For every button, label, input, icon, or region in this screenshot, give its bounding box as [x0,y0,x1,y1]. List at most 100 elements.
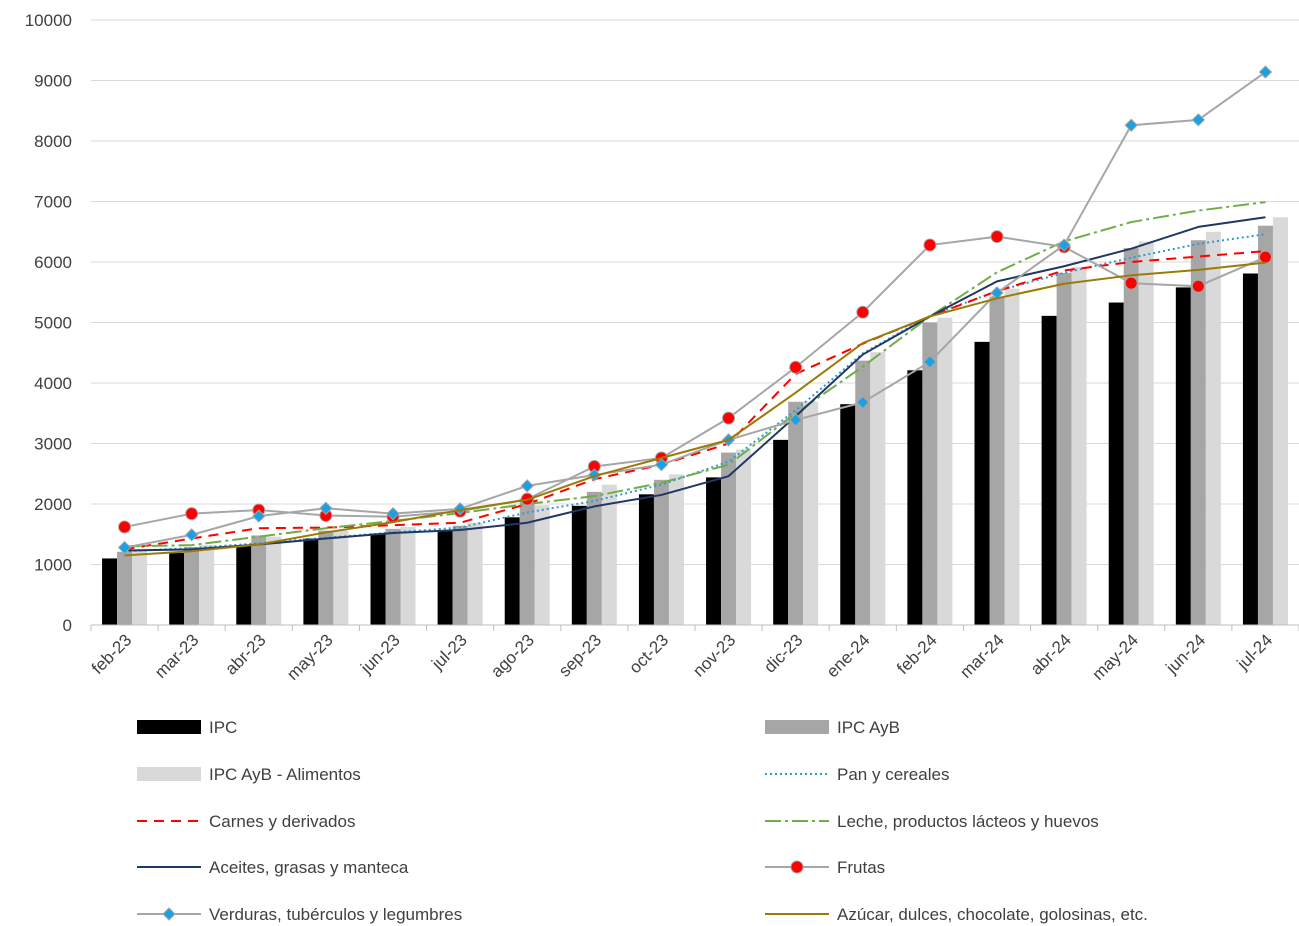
bar-1-3 [318,530,334,625]
x-tick-label: jun-24 [1162,630,1210,678]
x-tick-label: ago-23 [487,630,538,681]
x-tick-label: ene-24 [823,630,874,681]
marker-5-4 [386,506,400,521]
line-series-2 [124,201,1266,548]
bar-2-17 [1272,217,1288,626]
bar-2-11 [870,352,886,625]
bar-1-14 [1056,272,1072,625]
bar-0-3 [303,538,319,625]
legend-swatch [137,767,201,781]
legend-item: IPC [137,718,237,737]
legend-label: Frutas [837,858,885,877]
bar-0-8 [638,494,654,625]
marker-4-13 [990,230,1004,244]
legend-swatch [765,720,829,734]
y-tick-label: 0 [63,616,72,635]
marker-5-10 [788,413,803,427]
marker-5-1 [184,528,199,542]
marker-4-12 [923,238,937,252]
marker-legend [790,860,804,874]
lines-layer [117,65,1273,557]
line-series-6 [124,261,1266,557]
bar-1-5 [452,525,468,625]
legend-item: IPC AyB [765,718,900,737]
x-tick-label: sep-23 [555,630,605,680]
bar-1-4 [385,528,401,625]
x-tick-label: mar-23 [151,630,203,682]
bar-0-11 [840,404,856,625]
marker-4-1 [185,507,199,521]
bar-2-1 [199,545,215,625]
bar-1-9 [721,452,737,625]
x-tick-label: jul-24 [1233,630,1277,674]
x-tick-label: dic-23 [760,630,806,676]
bar-2-15 [1138,241,1154,625]
legend-label: Aceites, grasas y manteca [209,858,409,877]
legend-label: Leche, productos lácteos y huevos [837,812,1099,831]
bar-1-11 [855,360,871,625]
bar-0-4 [370,533,386,625]
y-tick-label: 2000 [34,495,72,514]
y-tick-label: 9000 [34,72,72,91]
x-tick-label: abr-24 [1027,630,1075,678]
x-tick-label: abr-23 [221,630,269,678]
legend-label: IPC [209,718,237,737]
bar-1-6 [519,498,535,625]
line-series-4 [124,235,1266,528]
marker-4-10 [789,360,803,374]
x-tick-label: may-23 [283,630,337,684]
bar-0-0 [102,558,118,625]
legend-label: Carnes y derivados [209,812,355,831]
bars-layer [102,217,1288,626]
y-tick-label: 5000 [34,314,72,333]
line-series-3 [124,216,1266,552]
y-tick-label: 6000 [34,253,72,272]
bar-2-10 [803,401,819,625]
line-series-5 [124,71,1267,549]
x-tick-label: nov-23 [689,630,739,680]
y-tick-label: 1000 [34,556,72,575]
bar-1-0 [117,551,133,625]
bar-0-5 [437,530,453,625]
bar-0-12 [907,370,923,625]
gridlines [91,19,1299,565]
bar-2-5 [467,522,483,625]
marker-5-12 [923,355,937,369]
marker-4-15 [1124,276,1138,290]
marker-5-3 [319,501,333,515]
x-tick-label: mar-24 [956,630,1008,682]
legend-item: IPC AyB - Alimentos [137,765,361,784]
y-tick-label: 3000 [34,435,72,454]
legend-item: Carnes y derivados [137,812,355,831]
marker-5-14 [1057,238,1071,252]
legend: IPC IPC AyB IPC AyB - Alimentos Pan y cerea… [137,718,1148,924]
legend-item: Azúcar, dulces, chocolate, golosinas, et… [765,905,1148,924]
bar-2-0 [132,550,148,625]
bar-1-2 [251,535,267,625]
bar-0-14 [1041,315,1057,625]
y-tick-label: 7000 [34,193,72,212]
marker-4-0 [118,520,132,534]
marker-5-17 [1258,65,1273,79]
bar-0-1 [169,553,185,625]
bar-2-16 [1205,231,1221,625]
legend-label: IPC AyB [837,718,900,737]
marker-legend [162,907,176,921]
bar-0-13 [974,341,990,625]
bar-1-15 [1123,248,1139,625]
bar-2-4 [400,526,416,625]
bar-2-3 [333,530,349,625]
x-tick-label: oct-23 [625,630,672,677]
marker-5-6 [520,479,534,493]
bar-0-6 [504,517,520,625]
bar-2-9 [736,449,752,625]
legend-item: Frutas [765,858,885,877]
bar-0-10 [773,439,789,625]
line-series-1 [124,250,1266,551]
bar-2-7 [601,484,617,625]
bar-1-17 [1257,225,1273,625]
bar-2-8 [668,474,684,625]
y-tick-label: 4000 [34,374,72,393]
bar-2-2 [266,536,282,625]
bar-1-10 [788,401,804,625]
